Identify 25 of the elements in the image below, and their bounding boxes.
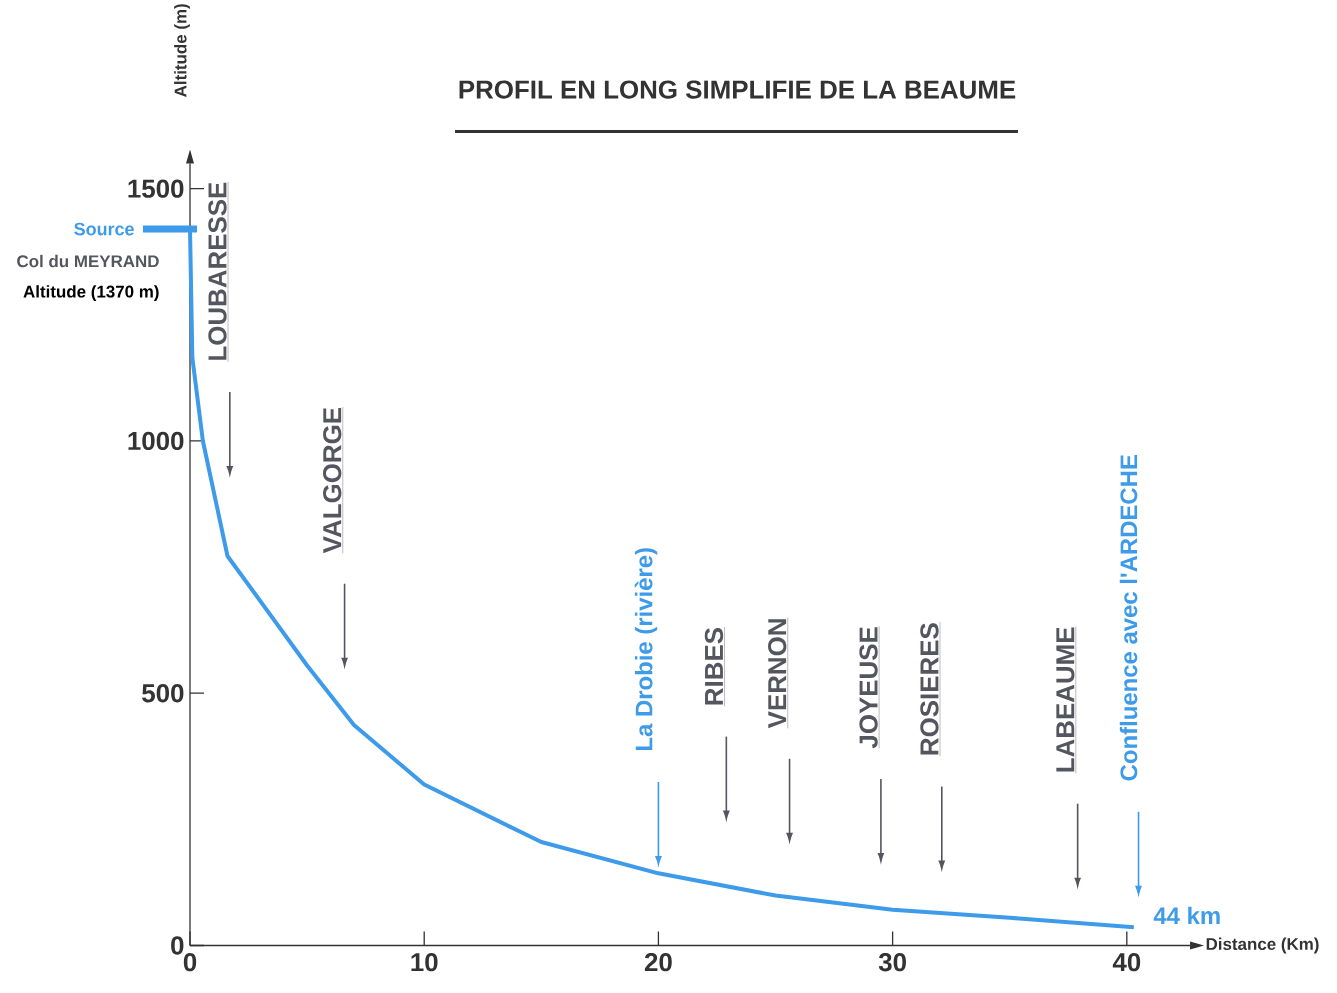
y-tick-label: 500 [142,683,184,703]
y-tick-label: 0 [171,936,184,955]
annotation: La Drobie (rivière) [634,547,658,750]
annotation: RIBES [704,627,724,705]
x-tick-label: 30 [878,952,906,972]
text: Altitude (1370 m) [23,284,159,301]
y-axis-title: Altitude (m) [174,3,190,97]
x-tick-label: 10 [411,952,438,972]
annotation: JOYEUSE [859,626,878,748]
y-tick-label: 1500 [128,179,184,198]
annotation: VERNON [768,619,787,728]
x-axis-title: Distance (Km) [1206,937,1319,954]
x-tick-label: 20 [644,952,672,972]
annotation: Confluence avec l'ARDECHE [1119,454,1138,781]
annotation: ROSIERES [920,623,939,755]
annotation: 44 km [1153,906,1220,924]
text: Col du MEYRAND [17,254,159,268]
annotation: VALGORGE [323,407,342,553]
text: Source [74,222,134,236]
chart-title: PROFIL EN LONG SIMPLIFIE DE LA BEAUME [459,80,1016,99]
y-tick-label: 1000 [128,431,184,450]
annotation: LABEAUME [1056,627,1075,772]
x-tick-label: 40 [1112,952,1141,972]
annotation: LOUBARESSE [208,182,227,360]
x-tick-label: 0 [183,952,197,972]
